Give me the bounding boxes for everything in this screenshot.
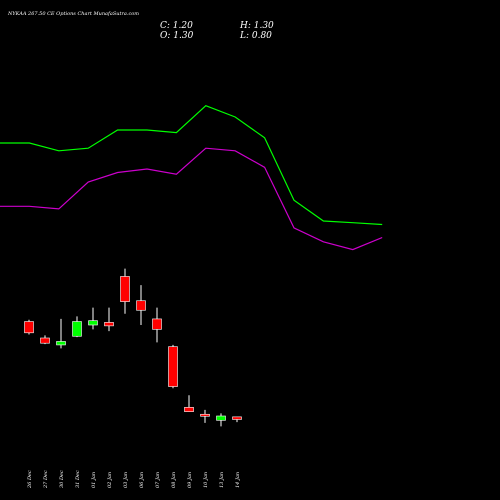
candle-body [168, 346, 178, 387]
date-label: 06 Jan [139, 472, 145, 488]
indicator-line-1 [0, 105, 383, 226]
candle-08-jan [168, 344, 178, 389]
candle-31-dec [72, 316, 82, 338]
candle-09-jan [184, 395, 194, 412]
candle-body [216, 415, 226, 421]
date-axis: 26 Dec 27 Dec 30 Dec 31 Dec 01 Jan 02 Jan 03 J… [27, 470, 241, 489]
candle-02-jan [104, 307, 114, 332]
candle-body [104, 322, 114, 327]
candle-body [184, 407, 194, 412]
candle-14-jan [232, 416, 242, 423]
candle-body [72, 321, 82, 337]
candle-01-jan [88, 307, 98, 330]
date-label: 26 Dec [27, 470, 33, 489]
candle-body [152, 318, 162, 330]
candle-body [120, 276, 130, 302]
open-readout: O: 1.30 [160, 31, 194, 41]
candle-body [136, 300, 146, 311]
candle-30-dec [56, 318, 66, 349]
date-label: 03 Jan [123, 472, 129, 488]
close-readout: C: 1.20 [160, 21, 193, 31]
candle-body [56, 341, 66, 346]
candle-body [24, 321, 34, 334]
date-label: 27 Dec [43, 470, 49, 489]
candle-body [200, 413, 210, 417]
chart-title: NYKAA 267.50 CE Options Chart MunafaSutr… [7, 11, 139, 17]
candle-06-jan [136, 285, 146, 325]
date-label: 09 Jan [187, 472, 193, 488]
date-label: 31 Dec [75, 470, 81, 488]
candle-26-dec [24, 319, 34, 335]
candle-body [232, 416, 242, 420]
candle-07-jan [152, 307, 162, 343]
date-label: 13 Jan [219, 472, 225, 488]
candle-27-dec [40, 335, 50, 345]
low-readout: L: 0.80 [239, 31, 272, 41]
high-readout: H: 1.30 [239, 21, 274, 31]
candle-03-jan [120, 268, 130, 314]
date-label: 08 Jan [171, 472, 177, 488]
date-label: 30 Dec [59, 470, 65, 488]
candle-body [88, 320, 98, 326]
candle-10-jan [200, 409, 210, 423]
indicator-lines [0, 105, 383, 251]
date-label: 14 Jan [235, 472, 241, 488]
candles [24, 268, 242, 427]
candle-body [40, 337, 50, 344]
candle-13-jan [216, 413, 226, 427]
date-label: 01 Jan [91, 472, 97, 488]
indicator-line-2 [0, 147, 383, 251]
date-label: 10 Jan [203, 472, 209, 488]
date-label: 07 Jan [155, 472, 161, 488]
date-label: 02 Jan [107, 472, 113, 488]
